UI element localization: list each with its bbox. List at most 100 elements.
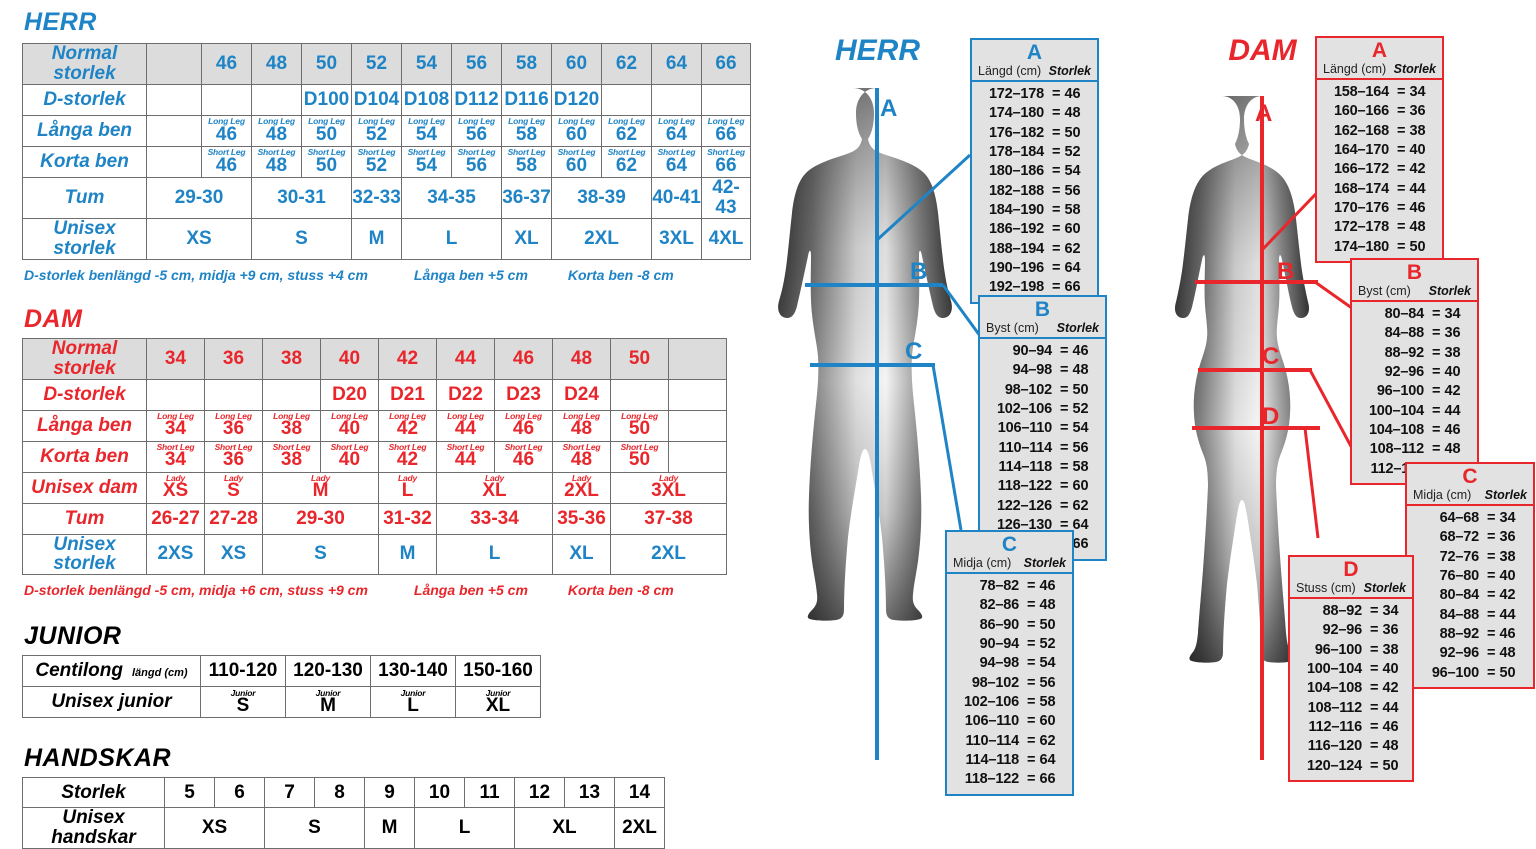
- size: = 38: [1432, 344, 1461, 361]
- range: 170–176: [1333, 200, 1389, 217]
- table-row: Unisex dam Lady XS Lady S Lady M Lady L Lady…: [22, 471, 727, 504]
- sub-label: Long Leg: [308, 116, 345, 127]
- cell: Lady 2XL: [552, 471, 611, 504]
- size: = 38: [1397, 122, 1426, 139]
- cell-value: 60: [565, 123, 588, 145]
- sub-label: Long Leg: [508, 116, 545, 127]
- range: 94–98: [1012, 362, 1053, 379]
- size: = 46: [1052, 86, 1081, 103]
- range: 178–184: [988, 144, 1044, 161]
- cell-value: M: [312, 480, 329, 502]
- cell: 38-39: [551, 176, 652, 219]
- sub-label: Junior: [400, 687, 426, 698]
- sub-label: Long Leg: [408, 116, 445, 127]
- size: = 34: [1397, 84, 1426, 101]
- cell-value: 60: [565, 154, 588, 176]
- cell: Short Leg 62: [601, 145, 652, 178]
- cell-value: 48: [570, 418, 593, 440]
- cell: Short Leg 50: [301, 145, 352, 178]
- box-row: 186–192 = 60: [978, 220, 1091, 239]
- table-row: Unisex storlek XS S M L XL 2XL 3XL 4XL: [22, 217, 751, 260]
- row-label-langa-ben: Långa ben: [22, 114, 147, 147]
- junior-section-title: JUNIOR: [24, 622, 122, 651]
- cell: Short Leg 46: [201, 145, 252, 178]
- box-row: 114–118 = 58: [986, 458, 1099, 477]
- box-row: 110–114 = 56: [986, 439, 1099, 458]
- range: 160–166: [1333, 103, 1389, 120]
- range: 158–164: [1333, 84, 1389, 101]
- table-row: Korta ben Short Leg 46 Short Leg 48 Short …: [22, 145, 751, 178]
- range: 72–76: [1439, 548, 1480, 565]
- cell-value: 40: [338, 418, 361, 440]
- cell: Lady XL: [436, 471, 553, 504]
- cell: 8: [314, 777, 365, 809]
- cell: 5: [164, 777, 215, 809]
- dam-box-a: A Längd (cm) Storlek 158–164 = 34 160–166…: [1315, 36, 1444, 264]
- herr-footnote: D-storlek benlängd -5 cm, midja +9 cm, s…: [24, 267, 762, 283]
- sub-label: Junior: [315, 687, 341, 698]
- box-measure-label: Byst (cm): [1358, 284, 1411, 299]
- size: = 62: [1052, 240, 1081, 257]
- box-row: 104–108 = 46: [1358, 421, 1471, 440]
- cell: 9: [364, 777, 415, 809]
- table-row: Tum 29-30 30-31 32-33 34-35 36-37 38-39 …: [22, 176, 751, 219]
- cell: D24: [552, 378, 611, 411]
- range: 110–114: [998, 439, 1053, 456]
- range: 104–108: [1306, 680, 1362, 697]
- cell: 4XL: [701, 217, 751, 260]
- box-row: 100–104 = 44: [1358, 402, 1471, 421]
- sub-label: Long Leg: [157, 410, 194, 421]
- box-rows: 78–82 = 46 82–86 = 48 86–90 = 50 90–94 = 52 …: [947, 574, 1072, 794]
- box-row: 100–104 = 40: [1296, 660, 1406, 679]
- cell: 26-27: [146, 502, 205, 535]
- cell: Long Leg 44: [436, 409, 495, 442]
- cell: 37-38: [610, 502, 727, 535]
- cell: 42-43: [701, 176, 751, 219]
- cell-value: 2XL: [564, 480, 599, 502]
- size: = 54: [1052, 163, 1081, 180]
- footnote-part-2: Långa ben +5 cm: [413, 582, 528, 599]
- box-rows: 88–92 = 34 92–96 = 36 96–100 = 38 100–104 = …: [1290, 599, 1412, 780]
- cell: [651, 83, 702, 116]
- divider: [1290, 597, 1412, 600]
- cell-value: XL: [485, 695, 511, 717]
- junior-size-table: Centilong längd (cm) 110-120 120-130 130-…: [22, 655, 541, 719]
- cell: [262, 378, 321, 411]
- cell: 38: [262, 337, 321, 380]
- cell: [146, 83, 202, 116]
- range: 98–102: [1004, 381, 1052, 398]
- row-label-korta-ben: Korta ben: [22, 440, 147, 473]
- range: 88–92: [1384, 344, 1425, 361]
- footnote-part-3: Korta ben -8 cm: [567, 266, 674, 283]
- cell-value: 50: [315, 154, 338, 176]
- handskar-size-table: Storlek 5 6 7 8 9 10 11 12 13 14 Unisex …: [22, 777, 665, 849]
- dam-box-d: D Stuss (cm) Storlek 88–92 = 34 92–96 = 36…: [1288, 555, 1414, 783]
- size: = 46: [1487, 626, 1516, 643]
- cell: 62: [601, 43, 652, 85]
- cell: 33-34: [436, 502, 553, 535]
- range: 172–178: [988, 86, 1044, 103]
- cell: XS: [146, 217, 252, 260]
- cell: [201, 83, 252, 116]
- sub-label: Long Leg: [563, 410, 600, 421]
- table-row: D-storlek D100 D104 D108 D112 D116 D120: [22, 83, 751, 116]
- sub-label: Short Leg: [557, 147, 596, 158]
- dam-box-b: B Byst (cm) Storlek 80–84 = 34 84–88 = 36 …: [1350, 258, 1479, 486]
- range: 76–80: [1439, 568, 1480, 585]
- range: 108–112: [1369, 441, 1424, 458]
- box-row: 96–100 = 38: [1296, 641, 1406, 660]
- herr-figure-title: HERR: [834, 34, 920, 67]
- cell: Long Leg 62: [601, 114, 652, 147]
- cell: 46: [201, 43, 252, 85]
- box-row: 88–92 = 46: [1413, 625, 1527, 644]
- box-size-label: Storlek: [1393, 62, 1436, 77]
- cell: Short Leg 50: [610, 440, 669, 473]
- sub-label: Lady: [484, 472, 505, 483]
- range: 92–96: [1322, 622, 1363, 639]
- range: 186–192: [988, 221, 1044, 238]
- range: 102–106: [963, 694, 1019, 711]
- sub-label: Junior: [485, 687, 511, 698]
- sub-label: Lady: [397, 472, 418, 483]
- table-row: Normal storlek 34 36 38 40 42 44 46 48 5…: [22, 337, 727, 380]
- range: 68–72: [1439, 529, 1480, 546]
